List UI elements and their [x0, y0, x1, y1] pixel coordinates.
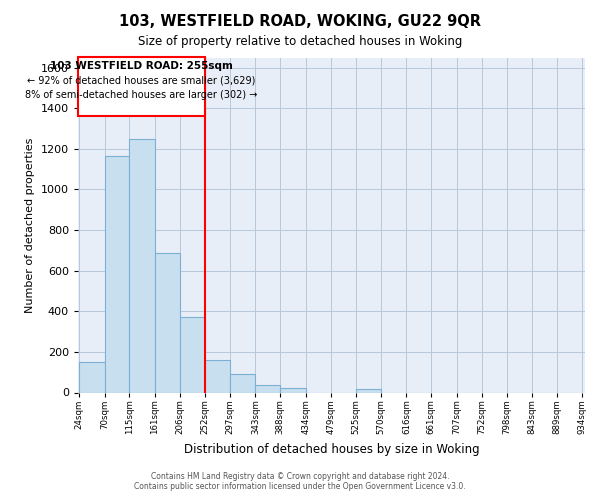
- Bar: [155, 254, 180, 392]
- Text: 8% of semi-detached houses are larger (302) →: 8% of semi-detached houses are larger (3…: [25, 90, 258, 100]
- X-axis label: Distribution of detached houses by size in Woking: Distribution of detached houses by size …: [184, 442, 479, 456]
- Bar: [104, 156, 130, 392]
- Text: Size of property relative to detached houses in Woking: Size of property relative to detached ho…: [138, 35, 462, 48]
- Bar: [356, 390, 381, 392]
- Text: 103, WESTFIELD ROAD, WOKING, GU22 9QR: 103, WESTFIELD ROAD, WOKING, GU22 9QR: [119, 14, 481, 29]
- Bar: [78, 58, 205, 116]
- Text: ← 92% of detached houses are smaller (3,629): ← 92% of detached houses are smaller (3,…: [28, 76, 256, 86]
- Text: Contains HM Land Registry data © Crown copyright and database right 2024.
Contai: Contains HM Land Registry data © Crown c…: [134, 472, 466, 491]
- Bar: [180, 318, 205, 392]
- Bar: [130, 138, 155, 392]
- Bar: [205, 360, 230, 392]
- Bar: [280, 388, 306, 392]
- Bar: [256, 385, 280, 392]
- Bar: [79, 362, 104, 392]
- Y-axis label: Number of detached properties: Number of detached properties: [25, 138, 35, 312]
- Bar: [230, 374, 256, 392]
- Text: 103 WESTFIELD ROAD: 255sqm: 103 WESTFIELD ROAD: 255sqm: [50, 60, 233, 70]
